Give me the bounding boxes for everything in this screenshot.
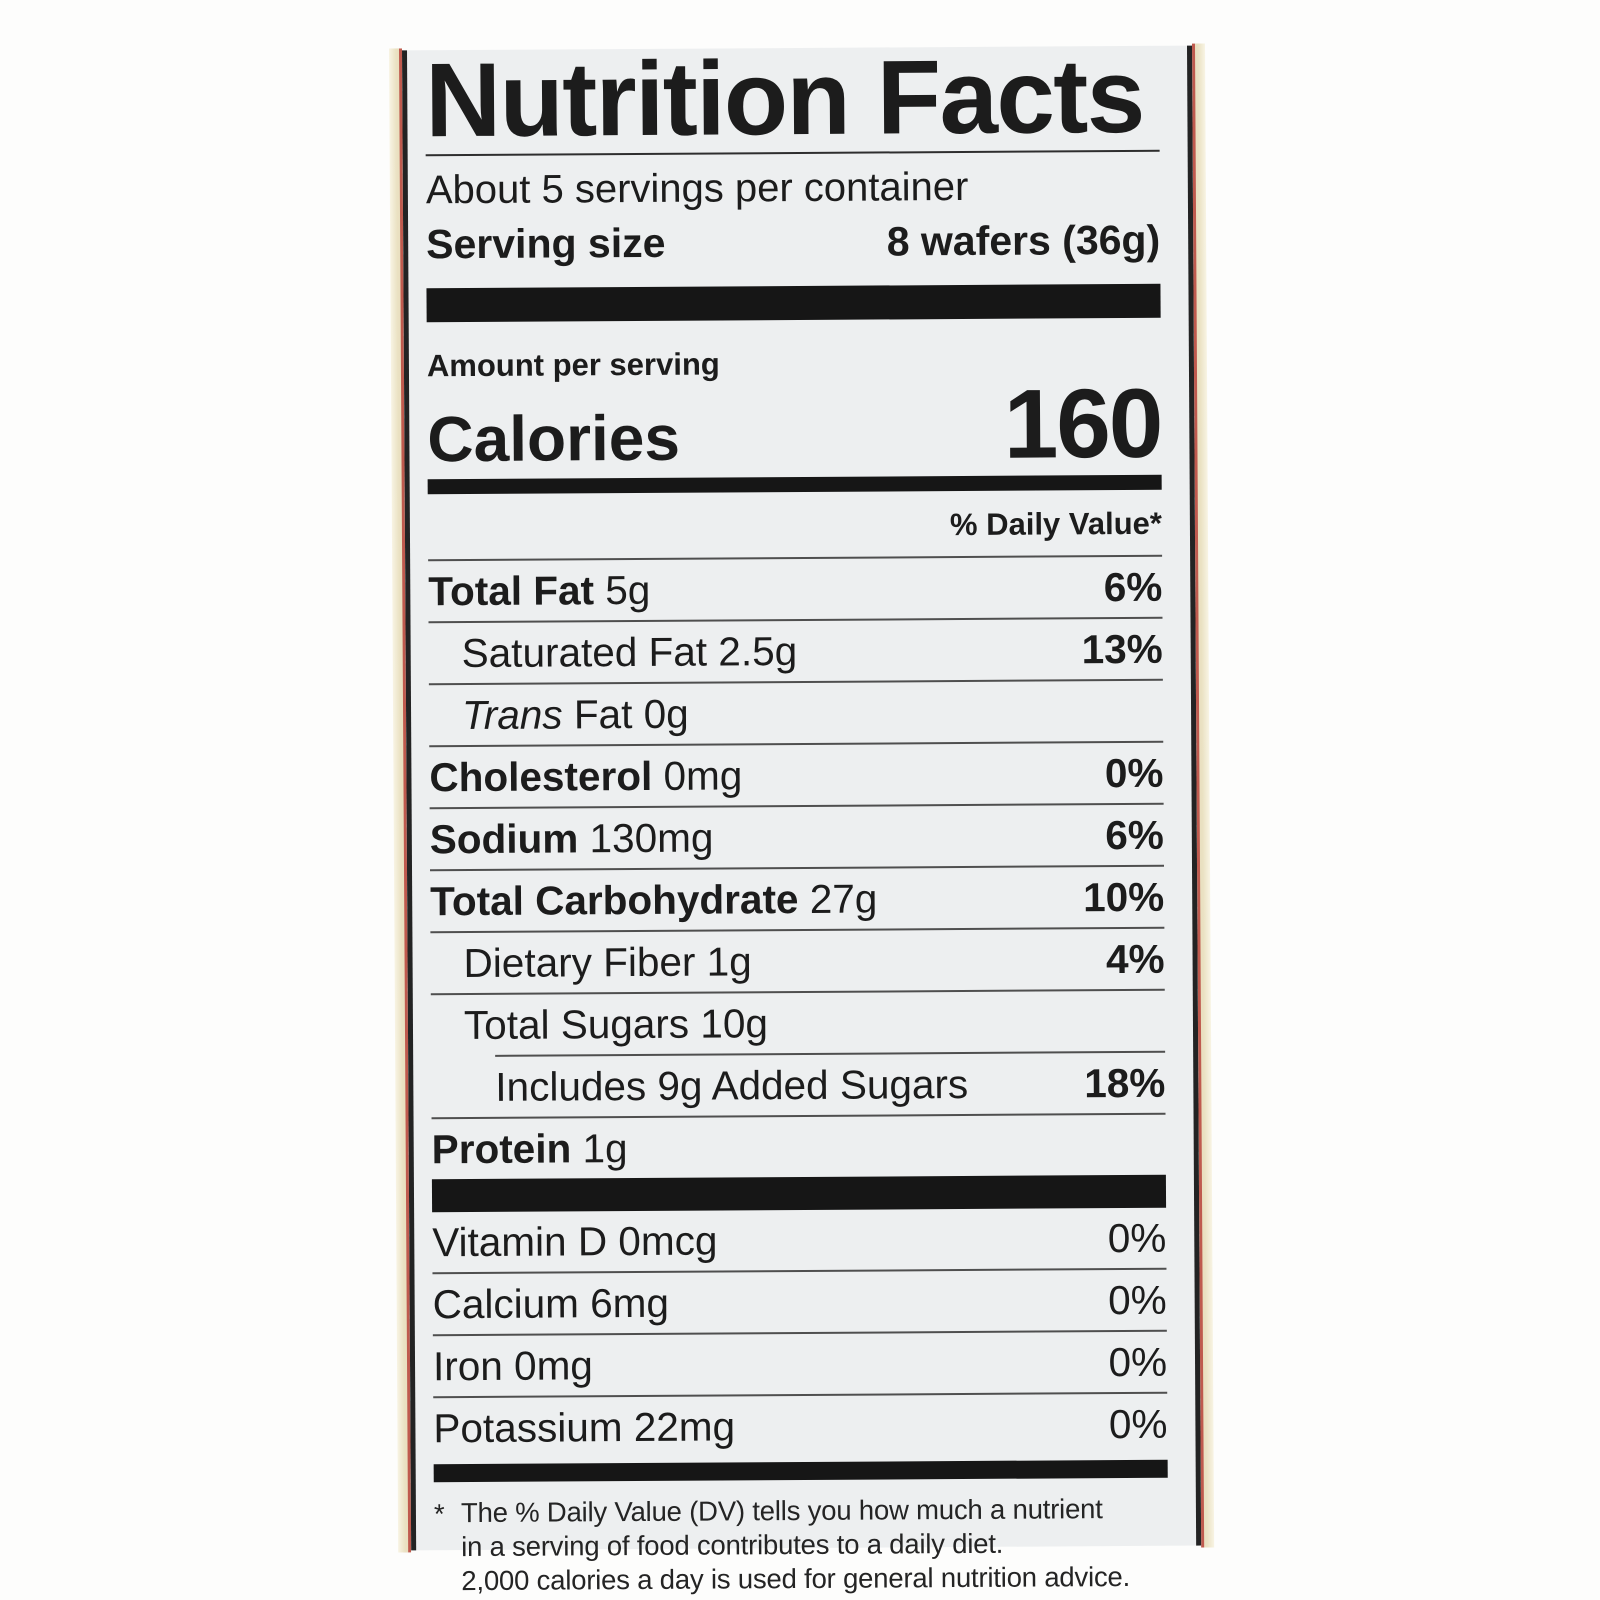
footnote-line: in a serving of food contributes to a da… — [461, 1527, 1004, 1563]
daily-value-percent: 4% — [1105, 935, 1165, 982]
servings-per-container: About 5 servings per container — [425, 164, 969, 212]
nutrient-row-trans-fat: Trans Fat 0g — [428, 678, 1164, 746]
section-bar-top — [426, 283, 1161, 322]
footnote: * The % Daily Value (DV) tells you how m… — [434, 1478, 1169, 1599]
daily-value-percent: 6% — [1103, 563, 1163, 610]
nutrient-name-and-amount: Dietary Fiber 1g — [463, 937, 752, 986]
nutrient-row-saturated-fat: Saturated Fat 2.5g 13% — [428, 616, 1163, 684]
micronutrient-row-iron: Iron 0mg 0% — [432, 1329, 1168, 1397]
daily-value-percent: 13% — [1081, 625, 1163, 672]
nutrient-name-and-amount: Saturated Fat 2.5g — [461, 627, 798, 676]
name-part: Saturated Fat — [461, 628, 708, 676]
nutrient-name-and-amount: Protein 1g — [431, 1124, 628, 1172]
nutrient-row-protein: Protein 1g — [431, 1112, 1166, 1180]
name-part: Fat — [573, 690, 633, 738]
footnote-lines: The % Daily Value (DV) tells you how muc… — [461, 1492, 1169, 1599]
name-part: Sodium — [429, 815, 579, 862]
nutrient-row-total-carbohydrate: Total Carbohydrate 27g 10% — [430, 864, 1165, 932]
micronutrient-name-and-amount: Iron 0mg — [432, 1341, 594, 1389]
name-part: Includes 9g Added Sugars — [495, 1060, 969, 1110]
footnote-line: The % Daily Value (DV) tells you how muc… — [460, 1493, 1103, 1529]
daily-value-percent: 0% — [1108, 1400, 1168, 1447]
name-part: Protein — [431, 1125, 572, 1172]
footnote-asterisk: * — [433, 1498, 445, 1530]
name-part: Cholesterol — [429, 752, 653, 800]
name-part: Total Fat — [428, 566, 595, 614]
serving-size-label: Serving size — [426, 219, 666, 267]
nutrition-facts-label: Nutrition Facts About 5 servings per con… — [388, 37, 1215, 1596]
nutrient-rows: Total Fat 5g 6% Saturated Fat 2.5g 13% Trans… — [428, 554, 1166, 1180]
daily-value-percent: 10% — [1082, 873, 1165, 920]
nutrient-name-and-amount: Trans Fat 0g — [461, 690, 689, 738]
micronutrient-row-vitamin-d: Vitamin D 0mcg 0% — [432, 1208, 1166, 1272]
footnote-line: 2,000 calories a day is used for general… — [461, 1561, 1131, 1597]
micronutrient-row-potassium: Potassium 22mg 0% — [433, 1391, 1168, 1459]
nutrient-name-and-amount: Total Fat 5g — [428, 566, 651, 614]
calories-label: Calories — [427, 402, 681, 476]
nutrient-row-cholesterol: Cholesterol 0mg 0% — [429, 740, 1164, 808]
name-part: Total Carbohydrate — [430, 875, 799, 924]
daily-value-percent: 6% — [1105, 811, 1164, 858]
daily-value-percent: 18% — [1084, 1059, 1166, 1106]
micronutrient-name-and-amount: Potassium 22mg — [433, 1403, 736, 1451]
nutrient-name-and-amount: Cholesterol 0mg — [429, 752, 743, 800]
italic-name-part: Trans — [461, 691, 563, 738]
nutrient-row-includes-9g-added-sugars: Includes 9g Added Sugars 18% — [495, 1050, 1166, 1117]
micronutrient-name-and-amount: Vitamin D 0mcg — [432, 1217, 718, 1265]
micronutrient-name-and-amount: Calcium 6mg — [432, 1279, 670, 1327]
nutrient-name-and-amount: Total Sugars 10g — [463, 999, 769, 1048]
micronutrient-row-calcium: Calcium 6mg 0% — [432, 1267, 1167, 1335]
daily-value-percent: 0% — [1108, 1338, 1168, 1385]
serving-size-value: 8 wafers (36g) — [886, 216, 1161, 264]
daily-value-percent: 0% — [1104, 749, 1164, 796]
daily-value-percent: 0% — [1107, 1214, 1167, 1261]
nutrient-name-and-amount: Sodium 130mg — [429, 814, 714, 862]
nutrient-row-dietary-fiber: Dietary Fiber 1g 4% — [430, 926, 1165, 994]
name-part: Dietary Fiber — [463, 938, 696, 986]
nutrient-name-and-amount: Includes 9g Added Sugars — [495, 1060, 969, 1110]
nutrient-row-sodium: Sodium 130mg 6% — [429, 802, 1164, 870]
daily-value-percent: 0% — [1107, 1276, 1167, 1323]
serving-size-row: Serving size 8 wafers (36g) — [426, 216, 1160, 268]
nutrient-row-total-sugars: Total Sugars 10g — [430, 988, 1166, 1056]
nutrient-name-and-amount: Total Carbohydrate 27g — [430, 875, 878, 924]
calories-row: Calories 160 — [427, 368, 1162, 480]
label-panel: Nutrition Facts About 5 servings per con… — [402, 37, 1202, 1596]
calories-value: 160 — [1003, 368, 1162, 480]
nutrient-row-total-fat: Total Fat 5g 6% — [428, 554, 1163, 622]
section-bar-micronutrients — [431, 1174, 1167, 1213]
label-title: Nutrition Facts — [424, 37, 1145, 160]
daily-value-header: % Daily Value* — [949, 506, 1163, 543]
name-part: Total Sugars — [463, 1000, 690, 1048]
micronutrient-rows: Vitamin D 0mcg 0% Calcium 6mg 0% Iron 0mg 0% P… — [432, 1208, 1168, 1459]
